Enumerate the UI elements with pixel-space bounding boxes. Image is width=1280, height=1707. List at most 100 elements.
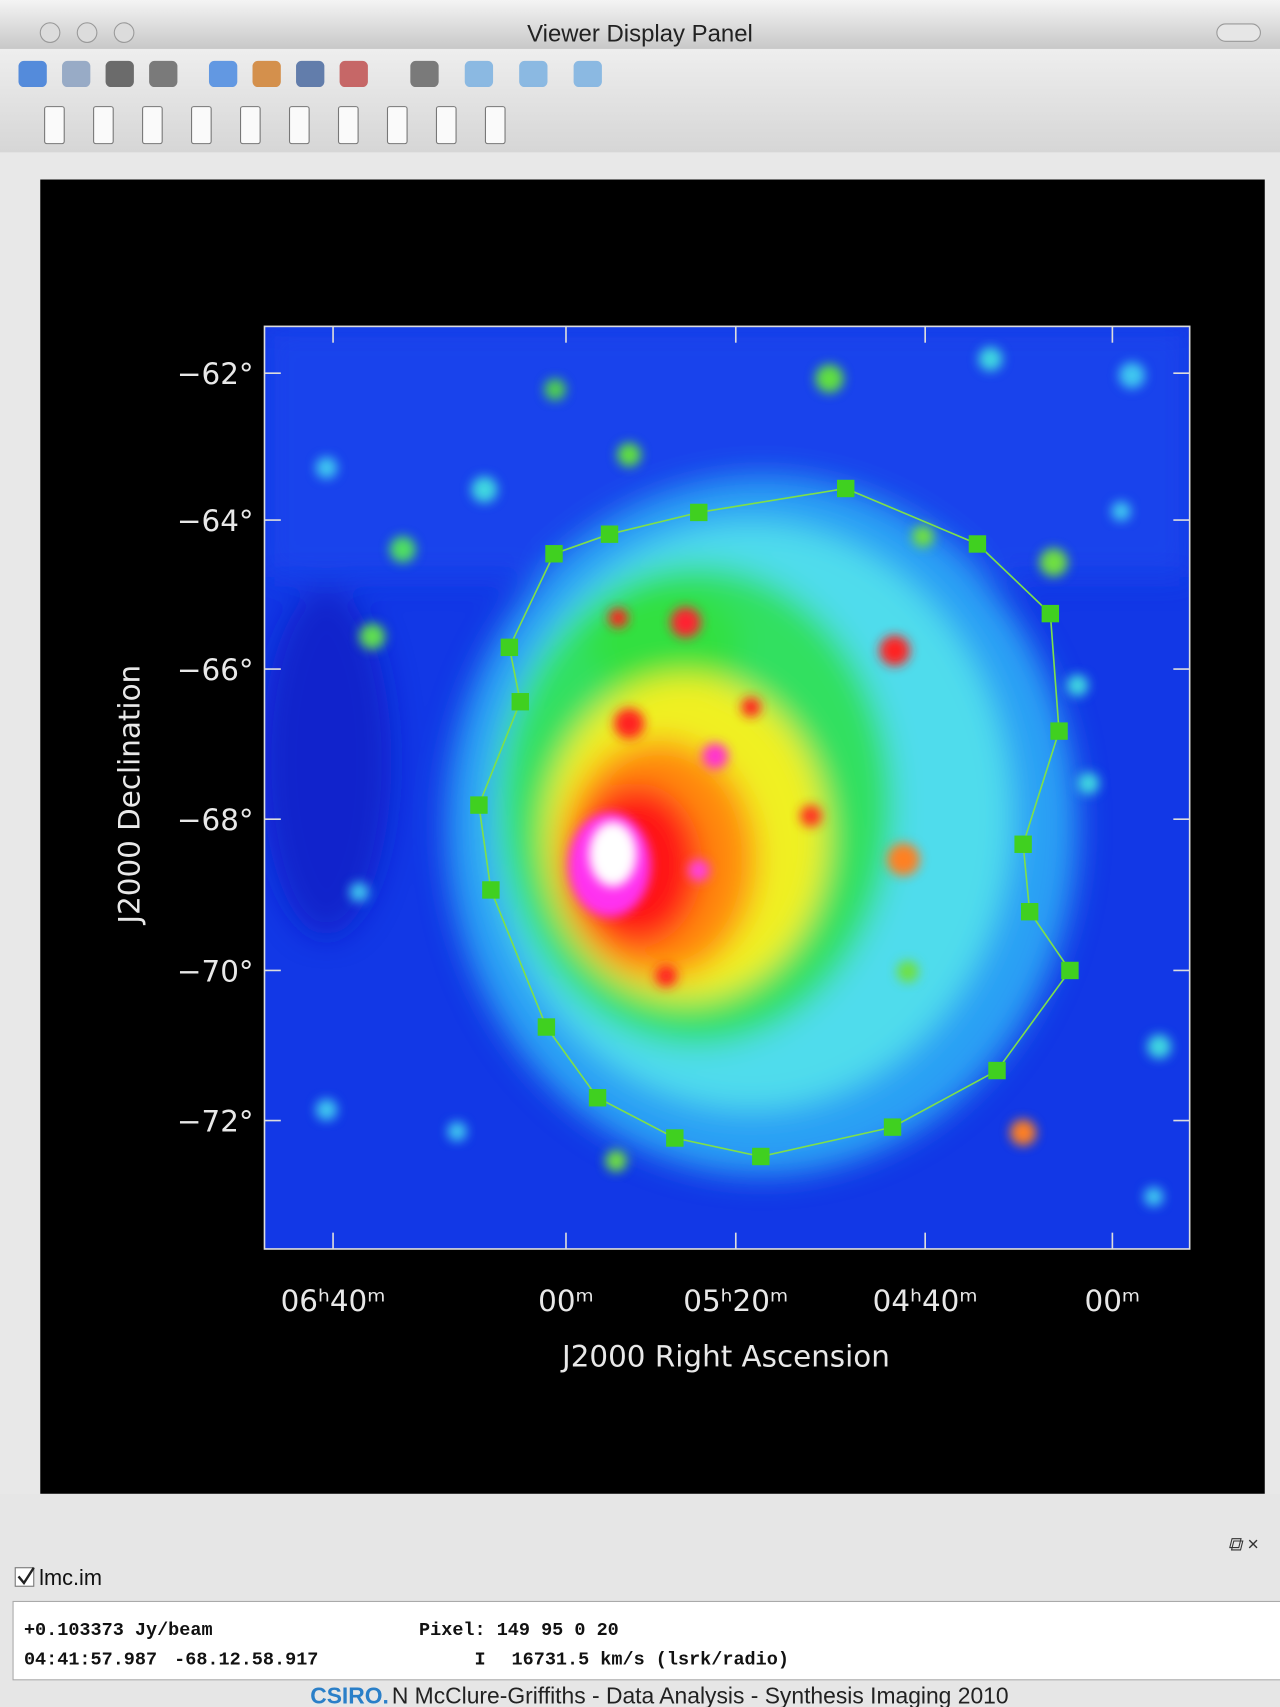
- x-axis-label: J2000 Right Ascension: [560, 1339, 890, 1373]
- status-ra: 04:41:57.987: [24, 1650, 157, 1671]
- region-handle[interactable]: [545, 545, 562, 562]
- mouse-tool-button[interactable]: [241, 107, 261, 144]
- toolbar-button[interactable]: [62, 61, 90, 87]
- toolbar-button[interactable]: [209, 61, 237, 87]
- region-handle[interactable]: [988, 1062, 1005, 1079]
- y-tick-label: −62°: [177, 357, 254, 391]
- radio-source: [605, 1150, 627, 1172]
- status-pixel: Pixel: 149 95 0 20: [419, 1620, 619, 1641]
- radio-source: [688, 859, 710, 881]
- layer-label[interactable]: lmc.im: [39, 1565, 102, 1590]
- region-handle[interactable]: [538, 1018, 555, 1035]
- radio-source: [608, 608, 628, 628]
- dock-controls[interactable]: ⧉ ×: [1228, 1533, 1259, 1555]
- radio-source: [1144, 1187, 1164, 1207]
- region-handle[interactable]: [601, 525, 618, 542]
- y-tick-label: −70°: [177, 954, 254, 988]
- image-raster: [261, 326, 1189, 1249]
- close-button[interactable]: [40, 23, 60, 43]
- radio-source: [1078, 772, 1100, 794]
- region-handle[interactable]: [1050, 722, 1067, 739]
- region-handle[interactable]: [512, 693, 529, 710]
- radio-source: [879, 635, 909, 665]
- region-handle[interactable]: [837, 480, 854, 497]
- toolbar-toggle[interactable]: [1217, 24, 1261, 41]
- radio-source: [887, 843, 920, 876]
- mouse-tool-button[interactable]: [143, 107, 163, 144]
- page: Viewer Display Panel html, body { margin…: [0, 0, 1280, 1707]
- window-title: Viewer Display Panel: [527, 20, 753, 47]
- mouse-tool-button[interactable]: [192, 107, 212, 144]
- x-tick-label: 00ᵐ: [1085, 1284, 1141, 1318]
- region-handle[interactable]: [690, 504, 707, 521]
- zoom-button[interactable]: [114, 23, 134, 43]
- region-handle[interactable]: [1021, 903, 1038, 920]
- toolbar-button[interactable]: [574, 61, 602, 87]
- page-body: {"window": {"title": "Viewer Display Pan…: [0, 0, 1280, 1707]
- radio-source: [702, 743, 728, 769]
- radio-source: [1010, 1120, 1036, 1146]
- region-handle[interactable]: [1042, 605, 1059, 622]
- region-handle[interactable]: [666, 1129, 683, 1146]
- mouse-tool-button[interactable]: [339, 107, 359, 144]
- region-handle[interactable]: [589, 1089, 606, 1106]
- x-tick-label: 06ʰ40ᵐ: [281, 1284, 386, 1318]
- mouse-tool-button[interactable]: [436, 107, 456, 144]
- region-handle[interactable]: [752, 1148, 769, 1165]
- radio-source: [471, 477, 497, 503]
- radio-source: [1067, 675, 1089, 697]
- y-tick-label: −72°: [177, 1104, 254, 1138]
- toolbar-button[interactable]: [519, 61, 547, 87]
- status-value: +0.103373 Jy/beam: [24, 1620, 213, 1641]
- radio-source: [800, 805, 822, 827]
- y-tick-label: −64°: [177, 504, 254, 538]
- region-handle[interactable]: [470, 796, 487, 813]
- toolbar-button[interactable]: [465, 61, 493, 87]
- mouse-tool-button[interactable]: [94, 107, 114, 144]
- y-axis-label: J2000 Declination: [112, 665, 146, 926]
- y-tick-label: −66°: [177, 653, 254, 687]
- radio-source: [1111, 502, 1131, 522]
- radio-source: [897, 961, 919, 983]
- footer-org: CSIRO.: [310, 1683, 389, 1707]
- footer-text: N McClure-Griffiths - Data Analysis - Sy…: [392, 1683, 1009, 1707]
- mouse-tool-button[interactable]: [45, 107, 65, 144]
- emission: [589, 821, 637, 886]
- region-handle[interactable]: [969, 535, 986, 552]
- region-handle[interactable]: [1014, 836, 1031, 853]
- x-tick-label: 05ʰ20ᵐ: [683, 1284, 788, 1318]
- toolbar-button[interactable]: [149, 61, 177, 87]
- toolbar-button[interactable]: [19, 61, 47, 87]
- mouse-tool-button[interactable]: [387, 107, 407, 144]
- toolbar-button[interactable]: [340, 61, 368, 87]
- status-stokes: I: [475, 1650, 486, 1671]
- region-handle[interactable]: [884, 1118, 901, 1135]
- minimize-button[interactable]: [77, 23, 97, 43]
- toolbar-button[interactable]: [106, 61, 134, 87]
- toolbar-button[interactable]: [296, 61, 324, 87]
- y-tick-label: −68°: [177, 803, 254, 837]
- radio-source: [741, 697, 761, 717]
- radio-source: [815, 364, 843, 392]
- toolbar-button[interactable]: [410, 61, 438, 87]
- radio-source: [912, 525, 934, 547]
- x-tick-label: 04ʰ40ᵐ: [873, 1284, 978, 1318]
- radio-source: [655, 965, 677, 987]
- region-handle[interactable]: [501, 639, 518, 656]
- radio-source: [359, 623, 385, 649]
- radio-source: [670, 607, 700, 637]
- radio-source: [1119, 362, 1145, 388]
- radio-source: [614, 708, 644, 738]
- toolbar-button[interactable]: [253, 61, 281, 87]
- radio-source: [1147, 1035, 1171, 1059]
- region-handle[interactable]: [482, 881, 499, 898]
- radio-source: [979, 347, 1003, 371]
- radio-source: [390, 536, 416, 562]
- mouse-tool-button[interactable]: [485, 107, 505, 144]
- radio-source: [544, 379, 566, 401]
- radio-source: [447, 1122, 467, 1142]
- radio-source: [617, 443, 641, 467]
- status-velocity: 16731.5 km/s (lsrk/radio): [512, 1650, 789, 1671]
- region-handle[interactable]: [1061, 962, 1078, 979]
- mouse-tool-button[interactable]: [290, 107, 310, 144]
